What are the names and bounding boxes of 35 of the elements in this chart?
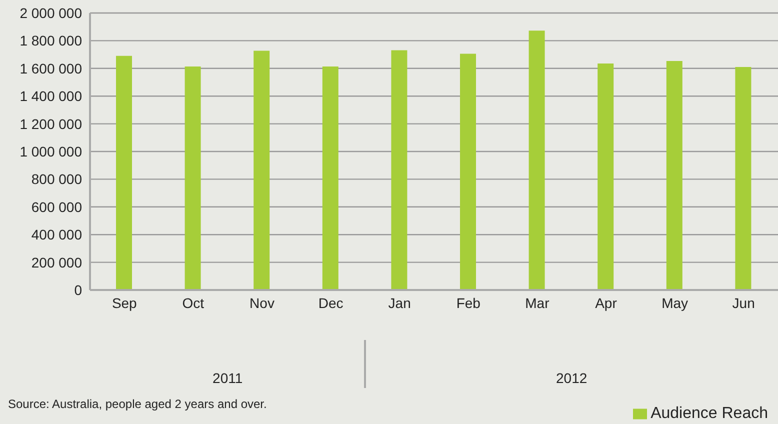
y-tick-label: 1 000 000: [20, 143, 82, 160]
x-tick-label: Nov: [250, 294, 274, 311]
y-tick-label: 600 000: [31, 198, 82, 215]
text: 2011: [212, 370, 244, 386]
legend-label: Audience Reach: [650, 405, 768, 422]
bar: [254, 50, 270, 290]
y-tick-label: 1 200 000: [20, 116, 82, 132]
source-note: Source: Australia, people aged 2 years and over.: [8, 397, 267, 411]
y-tick-label: 1 800 000: [20, 32, 82, 49]
bar: [184, 66, 201, 290]
text: 2012: [555, 370, 588, 386]
x-tick-label: Jun: [732, 294, 755, 311]
x-tick-label: Feb: [456, 294, 481, 311]
y-tick-label: 1 600 000: [20, 60, 82, 76]
x-tick-label: Mar: [525, 294, 550, 311]
bar: [598, 64, 614, 290]
x-tick-label: Jan: [388, 294, 411, 311]
y-tick-label: 0: [74, 282, 82, 298]
x-tick-label: Apr: [595, 294, 618, 311]
bar: [735, 67, 752, 290]
bar: [391, 50, 408, 290]
y-tick-label: 2 000 000: [20, 4, 82, 21]
bar: [460, 54, 476, 290]
y-tick-label: 1 400 000: [20, 88, 82, 104]
x-tick-label: Dec: [318, 294, 344, 311]
y-tick-label: 200 000: [31, 254, 82, 270]
x-tick-label: Oct: [182, 294, 204, 311]
x-tick-label: May: [662, 294, 688, 311]
bar: [528, 30, 545, 290]
y-tick-label: 400 000: [31, 226, 82, 243]
y-tick-label: 800 000: [31, 171, 82, 188]
bar: [116, 56, 132, 290]
x-tick-label: Sep: [112, 294, 138, 311]
bar: [322, 66, 338, 290]
bar: [666, 61, 682, 290]
